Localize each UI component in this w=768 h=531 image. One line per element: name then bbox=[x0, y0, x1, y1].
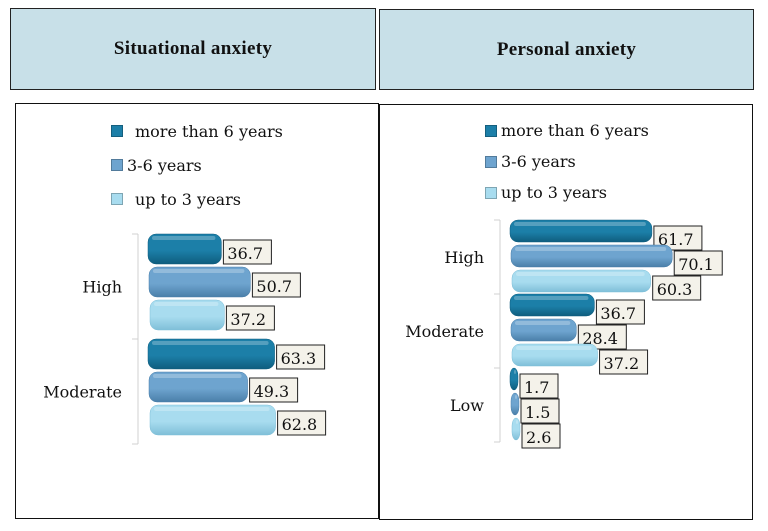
legend-item: 3-6 years bbox=[111, 148, 283, 182]
data-label: 1.7 bbox=[524, 378, 549, 397]
bar-3-6-years-low bbox=[510, 392, 520, 416]
header-personal-anxiety: Personal anxiety bbox=[379, 9, 754, 90]
legend-item: up to 3 years bbox=[485, 177, 649, 208]
bar-highlight bbox=[152, 236, 216, 240]
data-label-box bbox=[595, 299, 645, 325]
bar-3-6-years-high bbox=[148, 266, 251, 298]
legend-item: up to 3 years bbox=[111, 182, 283, 216]
data-label: 37.2 bbox=[604, 354, 640, 373]
category-label: Low bbox=[450, 396, 484, 415]
category-label: High bbox=[82, 278, 122, 297]
header-title: Personal anxiety bbox=[496, 38, 637, 60]
bar-highlight bbox=[516, 272, 645, 276]
header-situational-anxiety: Situational anxiety bbox=[10, 8, 376, 90]
bar-more-than-6-years-high bbox=[147, 233, 222, 265]
legend: more than 6 years 3-6 years up to 3 year… bbox=[111, 114, 283, 216]
bar-3-6-years-high bbox=[510, 244, 673, 268]
data-label-box bbox=[519, 373, 559, 399]
data-label: 70.1 bbox=[678, 255, 714, 274]
bar-up-to-3-years-moderate bbox=[149, 404, 276, 436]
bar-more-than-6-years-high bbox=[509, 219, 653, 243]
data-label-box bbox=[673, 250, 723, 276]
data-label: 63.3 bbox=[281, 349, 317, 368]
data-label-box bbox=[652, 275, 702, 301]
bar-highlight bbox=[154, 407, 270, 411]
legend-item: 3-6 years bbox=[485, 146, 649, 177]
chart-panel-situational: more than 6 years 3-6 years up to 3 year… bbox=[15, 103, 379, 519]
bar-more-than-6-years-moderate bbox=[509, 293, 595, 317]
bar-highlight bbox=[515, 247, 667, 251]
legend-swatch-dark-icon bbox=[111, 125, 123, 137]
data-label: 1.5 bbox=[525, 403, 550, 422]
data-label-box bbox=[222, 239, 272, 265]
legend-swatch-light-icon bbox=[111, 193, 123, 205]
category-label: Moderate bbox=[43, 383, 122, 402]
bar-highlight bbox=[514, 296, 589, 300]
data-label-box bbox=[276, 344, 326, 370]
data-label: 2.6 bbox=[526, 428, 551, 447]
chart-situational: High 36.7 50.7 37.2 Moderate 63.3 49.3 62.8 bbox=[43, 233, 327, 445]
data-label: 62.8 bbox=[282, 415, 318, 434]
legend: more than 6 years 3-6 years up to 3 year… bbox=[485, 115, 649, 208]
bar-3-6-years-moderate bbox=[510, 318, 577, 342]
data-label: 28.4 bbox=[582, 329, 618, 348]
bar-more-than-6-years-moderate bbox=[147, 338, 275, 370]
data-label-box bbox=[521, 423, 561, 449]
chart-personal: High 61.7 70.1 60.3 Moderate 36.7 28.4 37.2 Low 1… bbox=[405, 219, 723, 449]
data-label: 36.7 bbox=[600, 304, 636, 323]
header-title: Situational anxiety bbox=[113, 38, 273, 59]
data-label-box bbox=[599, 349, 649, 375]
legend-swatch-light-icon bbox=[485, 186, 497, 199]
data-label: 49.3 bbox=[254, 382, 290, 401]
bar-highlight bbox=[154, 302, 219, 306]
bar-highlight bbox=[515, 395, 517, 399]
data-label: 60.3 bbox=[657, 280, 693, 299]
bar-up-to-3-years-high bbox=[149, 299, 225, 331]
bar-highlight bbox=[153, 374, 242, 378]
bar-highlight bbox=[516, 420, 518, 424]
data-label: 61.7 bbox=[658, 230, 694, 249]
bar-highlight bbox=[153, 269, 245, 273]
bar-up-to-3-years-high bbox=[511, 269, 651, 293]
data-label-box bbox=[251, 272, 301, 298]
data-label-box bbox=[520, 398, 560, 424]
data-label: 37.2 bbox=[230, 310, 266, 329]
category-label: Moderate bbox=[405, 322, 484, 341]
bar-3-6-years-moderate bbox=[148, 371, 248, 403]
legend-swatch-dark-icon bbox=[485, 124, 497, 137]
legend-swatch-medium-icon bbox=[111, 159, 123, 171]
data-label-box bbox=[277, 410, 327, 436]
bar-up-to-3-years-moderate bbox=[511, 343, 598, 367]
bar-highlight bbox=[515, 321, 571, 325]
bar-highlight bbox=[514, 222, 646, 226]
legend-item: more than 6 years bbox=[111, 114, 283, 148]
legend-swatch-medium-icon bbox=[485, 155, 497, 168]
bar-highlight bbox=[516, 346, 592, 350]
data-label: 36.7 bbox=[227, 244, 263, 263]
category-label: High bbox=[444, 248, 484, 267]
data-label-box bbox=[249, 377, 299, 403]
bar-highlight bbox=[152, 341, 269, 345]
bar-up-to-3-years-low bbox=[511, 417, 521, 441]
bar-highlight bbox=[514, 370, 516, 374]
chart-panel-personal: more than 6 years 3-6 years up to 3 year… bbox=[379, 104, 753, 520]
bar-more-than-6-years-low bbox=[509, 367, 519, 391]
data-label: 50.7 bbox=[256, 277, 292, 296]
legend-item: more than 6 years bbox=[485, 115, 649, 146]
data-label-box bbox=[225, 305, 275, 331]
